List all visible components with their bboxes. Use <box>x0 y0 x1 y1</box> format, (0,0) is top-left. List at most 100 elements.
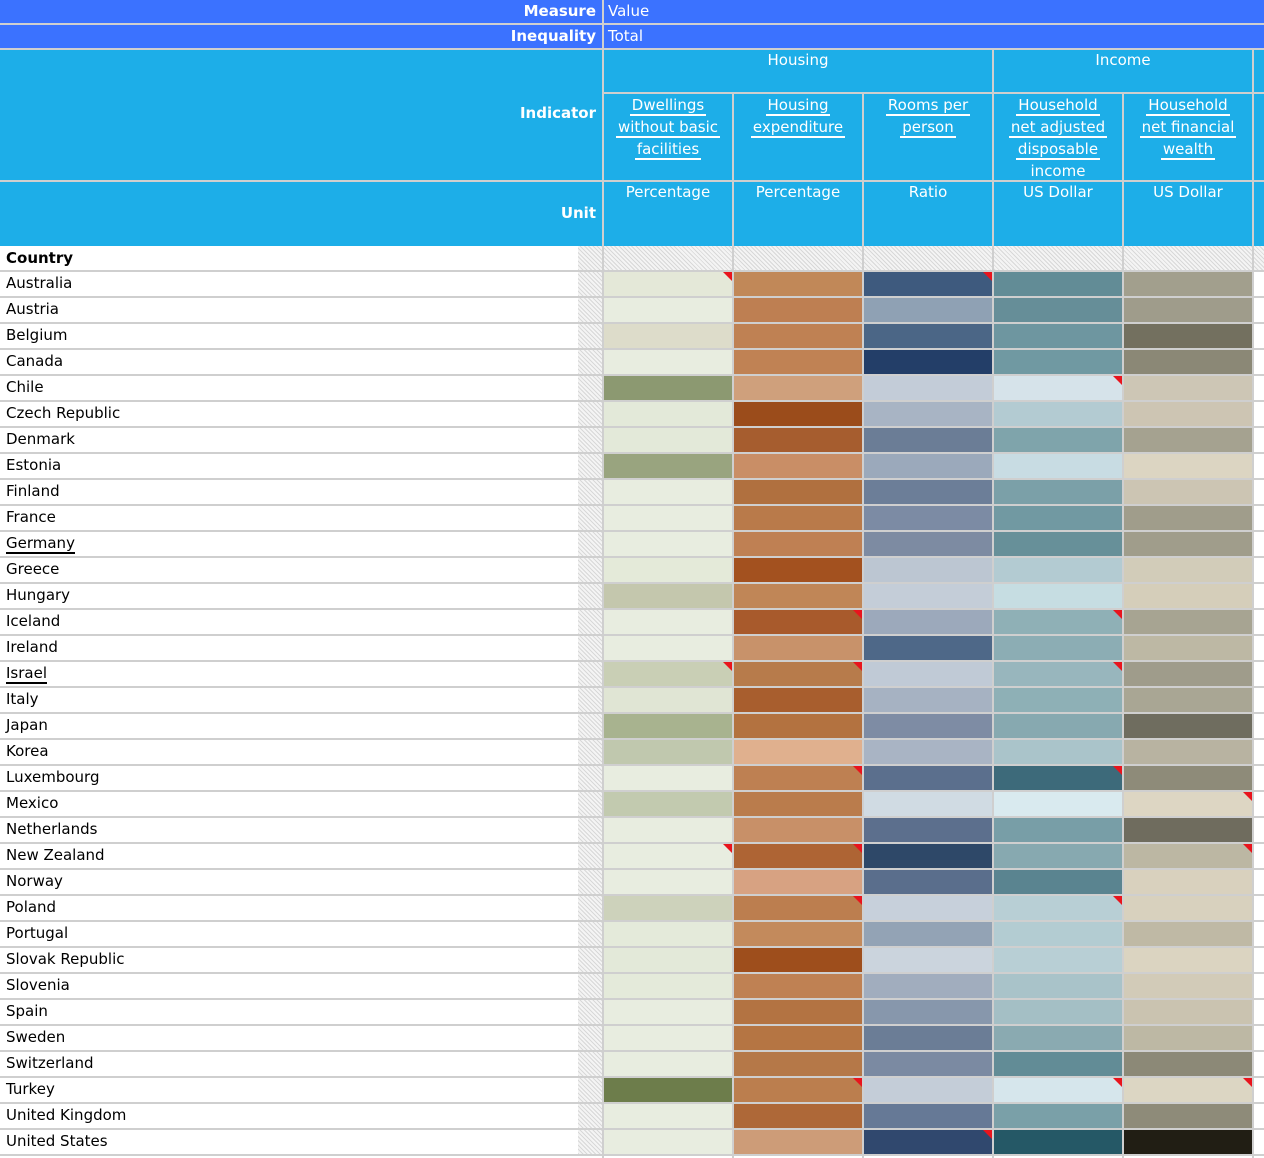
value-cell[interactable] <box>734 480 862 504</box>
value-cell[interactable] <box>1124 428 1252 452</box>
value-cell[interactable] <box>1124 870 1252 894</box>
value-cell[interactable] <box>994 818 1122 842</box>
value-cell[interactable] <box>864 844 992 868</box>
country-cell[interactable]: Germany <box>0 532 578 558</box>
value-cell[interactable] <box>604 1026 732 1050</box>
value-cell[interactable] <box>864 428 992 452</box>
value-cell[interactable] <box>864 714 992 738</box>
value-cell[interactable] <box>604 324 732 348</box>
value-cell[interactable] <box>1124 350 1252 374</box>
value-cell[interactable] <box>864 740 992 764</box>
value-cell[interactable] <box>1124 636 1252 660</box>
value-cell[interactable] <box>864 1000 992 1024</box>
value-cell[interactable] <box>994 792 1122 816</box>
value-cell[interactable] <box>604 870 732 894</box>
value-cell[interactable] <box>734 610 862 634</box>
value-cell[interactable] <box>994 428 1122 452</box>
value-cell[interactable] <box>994 1052 1122 1076</box>
value-cell[interactable] <box>864 350 992 374</box>
value-cell[interactable] <box>994 740 1122 764</box>
value-cell[interactable] <box>604 896 732 920</box>
value-cell[interactable] <box>1124 506 1252 530</box>
indicator-link-4-line-2[interactable]: net adjusted <box>994 116 1122 138</box>
value-cell[interactable] <box>864 688 992 712</box>
value-cell[interactable] <box>604 558 732 582</box>
value-cell[interactable] <box>734 402 862 426</box>
indicator-link-1-line-3[interactable]: facilities <box>604 138 732 160</box>
value-cell[interactable] <box>864 298 992 322</box>
inequality-value[interactable]: Total <box>604 25 1264 48</box>
value-cell[interactable] <box>864 974 992 998</box>
value-cell[interactable] <box>734 558 862 582</box>
value-cell[interactable] <box>1124 714 1252 738</box>
value-cell[interactable] <box>1124 1104 1252 1128</box>
value-cell[interactable] <box>1124 1130 1252 1154</box>
value-cell[interactable] <box>994 636 1122 660</box>
value-cell[interactable] <box>864 376 992 400</box>
value-cell[interactable] <box>994 688 1122 712</box>
value-cell[interactable] <box>1124 948 1252 972</box>
indicator-link-5-line-1[interactable]: Household <box>1124 94 1252 116</box>
value-cell[interactable] <box>734 298 862 322</box>
value-cell[interactable] <box>604 766 732 790</box>
value-cell[interactable] <box>864 766 992 790</box>
value-cell[interactable] <box>864 532 992 556</box>
value-cell[interactable] <box>994 1130 1122 1154</box>
value-cell[interactable] <box>604 1104 732 1128</box>
value-cell[interactable] <box>994 974 1122 998</box>
value-cell[interactable] <box>604 350 732 374</box>
value-cell[interactable] <box>994 1104 1122 1128</box>
value-cell[interactable] <box>994 376 1122 400</box>
value-cell[interactable] <box>864 922 992 946</box>
value-cell[interactable] <box>1124 454 1252 478</box>
country-link[interactable]: Germany <box>6 534 75 554</box>
value-cell[interactable] <box>864 1104 992 1128</box>
measure-value[interactable]: Value <box>604 0 1264 23</box>
value-cell[interactable] <box>1124 1026 1252 1050</box>
value-cell[interactable] <box>864 1052 992 1076</box>
indicator-link-3-line-2[interactable]: person <box>864 116 992 138</box>
value-cell[interactable] <box>604 844 732 868</box>
value-cell[interactable] <box>734 1078 862 1102</box>
value-cell[interactable] <box>604 1052 732 1076</box>
value-cell[interactable] <box>604 480 732 504</box>
value-cell[interactable] <box>604 454 732 478</box>
value-cell[interactable] <box>864 324 992 348</box>
value-cell[interactable] <box>604 740 732 764</box>
value-cell[interactable] <box>734 428 862 452</box>
value-cell[interactable] <box>864 454 992 478</box>
value-cell[interactable] <box>864 610 992 634</box>
value-cell[interactable] <box>604 610 732 634</box>
value-cell[interactable] <box>994 1000 1122 1024</box>
value-cell[interactable] <box>604 1000 732 1024</box>
value-cell[interactable] <box>994 948 1122 972</box>
value-cell[interactable] <box>864 948 992 972</box>
value-cell[interactable] <box>864 870 992 894</box>
value-cell[interactable] <box>1124 558 1252 582</box>
value-cell[interactable] <box>734 844 862 868</box>
value-cell[interactable] <box>604 1078 732 1102</box>
value-cell[interactable] <box>994 610 1122 634</box>
value-cell[interactable] <box>734 1130 862 1154</box>
value-cell[interactable] <box>734 1052 862 1076</box>
value-cell[interactable] <box>604 714 732 738</box>
value-cell[interactable] <box>864 636 992 660</box>
value-cell[interactable] <box>604 688 732 712</box>
value-cell[interactable] <box>604 532 732 556</box>
value-cell[interactable] <box>734 324 862 348</box>
value-cell[interactable] <box>994 922 1122 946</box>
value-cell[interactable] <box>994 506 1122 530</box>
indicator-link-1-line-1[interactable]: Dwellings <box>604 94 732 116</box>
indicator-link-3-line-1[interactable]: Rooms per <box>864 94 992 116</box>
indicator-link-2-line-2[interactable]: expenditure <box>734 116 862 138</box>
value-cell[interactable] <box>604 506 732 530</box>
value-cell[interactable] <box>604 818 732 842</box>
value-cell[interactable] <box>864 896 992 920</box>
value-cell[interactable] <box>864 402 992 426</box>
value-cell[interactable] <box>1124 1000 1252 1024</box>
value-cell[interactable] <box>604 584 732 608</box>
value-cell[interactable] <box>1124 272 1252 296</box>
value-cell[interactable] <box>994 714 1122 738</box>
value-cell[interactable] <box>604 272 732 296</box>
value-cell[interactable] <box>1124 584 1252 608</box>
